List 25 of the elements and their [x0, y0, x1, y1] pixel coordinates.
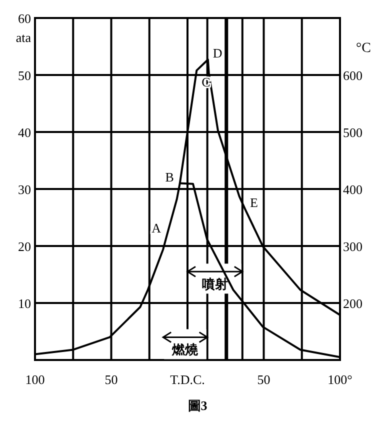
y-tick-label: 50	[18, 68, 31, 83]
x-tick-label: T.D.C.	[170, 372, 205, 387]
annotation: D	[212, 46, 222, 61]
y2-tick-label: 400	[343, 182, 362, 197]
y-tick-label: 10	[18, 296, 31, 311]
y-tick-label: 20	[18, 239, 31, 254]
x-tick-label: 50	[257, 372, 270, 387]
annotation: B	[165, 169, 174, 184]
y-tick-label: 60	[18, 11, 31, 26]
annotation: E	[250, 194, 258, 210]
y-tick-label: 30	[18, 182, 31, 197]
x-tick-label: 50	[104, 372, 118, 387]
y2-tick-label: 500	[343, 125, 362, 140]
y-axis-title: ata	[16, 30, 32, 45]
band-label: 燃燒	[171, 342, 200, 358]
y2-tick-label: 200	[343, 296, 362, 311]
band-label: 噴射	[202, 276, 228, 292]
y2-tick-label: 600	[343, 68, 362, 83]
y2-tick-label: 300	[343, 239, 362, 254]
y-tick-label: 40	[18, 125, 31, 140]
x-tick-label: 100°	[328, 372, 352, 387]
caption: 圖3	[188, 398, 208, 413]
y2-axis-title: °C	[356, 41, 371, 56]
annotation: A	[152, 220, 162, 236]
x-tick-label: 100	[25, 372, 45, 387]
